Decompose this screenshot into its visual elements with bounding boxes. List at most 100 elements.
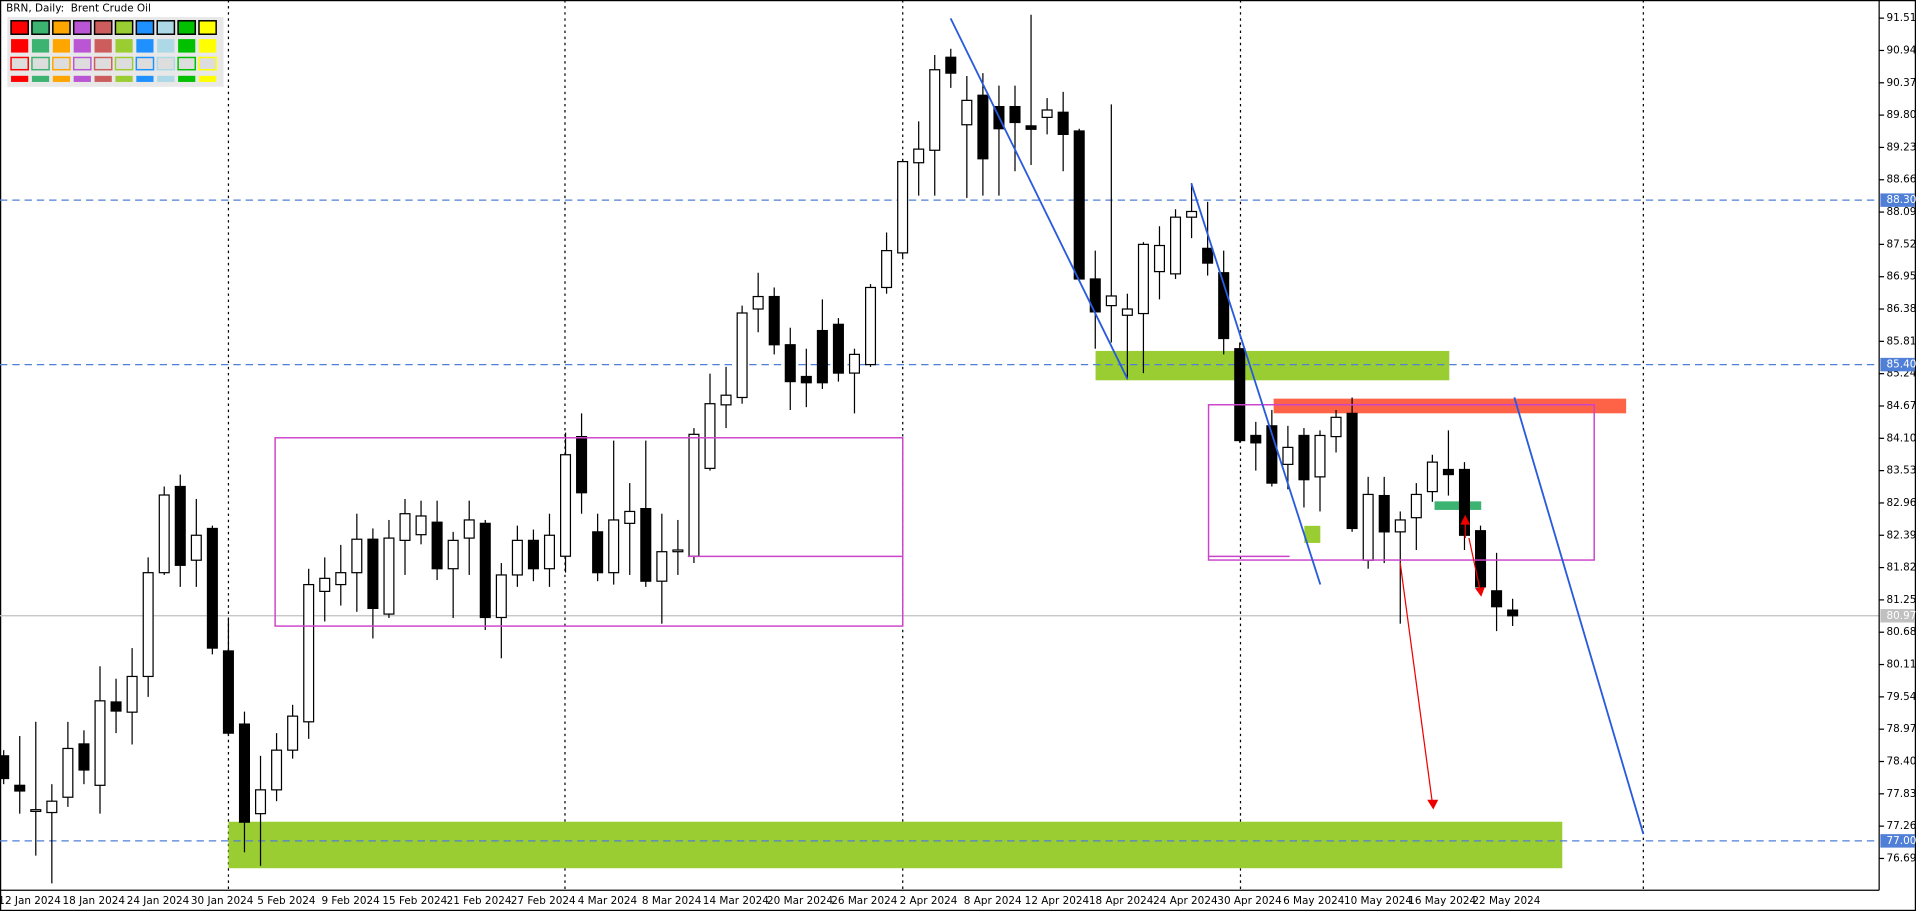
x-tick-label: 12 Jan 2024 [0, 895, 61, 907]
arrowhead [1427, 799, 1439, 810]
y-tick-label: 79.54 [1887, 691, 1916, 703]
zone [1304, 525, 1321, 543]
candle-body [431, 521, 443, 570]
candle-body [463, 519, 475, 539]
candle-body [383, 537, 395, 615]
level-label: 85.40 [1887, 359, 1916, 371]
y-tick-label: 89.23 [1887, 141, 1916, 153]
y-tick-label: 85.24 [1887, 368, 1916, 380]
candle-body [126, 675, 138, 713]
candle-body [14, 784, 26, 792]
candle-body [527, 539, 539, 570]
y-tick-label: 86.95 [1887, 271, 1916, 283]
period-separators [227, 0, 1644, 891]
candle-body [881, 250, 893, 289]
candle-body [271, 749, 283, 791]
candle-body [1394, 519, 1406, 533]
level-label: 88.30 [1887, 194, 1916, 206]
x-tick-label: 8 Apr 2024 [964, 895, 1022, 907]
candle-body [848, 353, 861, 374]
swatch [157, 75, 175, 82]
level-tag [1880, 834, 1915, 848]
candle-body [479, 522, 491, 619]
candle-body [1137, 243, 1149, 315]
swatch [135, 56, 155, 71]
chart-title: BRN, Daily: Brent Crude Oil [6, 3, 151, 15]
x-tick-label: 18 Apr 2024 [1089, 895, 1154, 907]
current-price-tag [1880, 609, 1915, 623]
zone [1095, 350, 1450, 381]
candle-body [865, 286, 877, 366]
swatch [52, 39, 71, 53]
candle-body [1378, 494, 1390, 533]
y-tick-label: 81.25 [1887, 594, 1916, 606]
swatch [114, 20, 134, 35]
candle-body [1314, 434, 1326, 478]
candle-body [913, 148, 925, 164]
x-tick-label: 14 Mar 2024 [703, 895, 769, 907]
candle-body [1105, 295, 1117, 307]
y-tick-label: 78.97 [1887, 723, 1916, 735]
candle-body [1330, 416, 1342, 438]
candle-body [303, 583, 315, 723]
y-tick-label: 90.37 [1887, 77, 1916, 89]
candle-body [1153, 244, 1166, 273]
candle-body [688, 433, 700, 557]
candle-body [1475, 530, 1487, 588]
swatch [52, 75, 71, 82]
x-tick-label: 24 Apr 2024 [1153, 895, 1218, 907]
x-tick-label: 27 Feb 2024 [511, 895, 576, 907]
x-tick-label: 24 Jan 2024 [127, 895, 190, 907]
arrowhead [1475, 586, 1485, 597]
candle-body [335, 572, 347, 586]
level-tag [1880, 193, 1915, 207]
candle-body [1170, 216, 1182, 275]
candle-body [1282, 446, 1294, 465]
color-palette [7, 17, 224, 87]
candle-body [1346, 412, 1358, 530]
x-tick-label: 4 Mar 2024 [578, 895, 638, 907]
swatch [157, 39, 175, 53]
swatch [11, 39, 29, 53]
x-tick-label: 30 Apr 2024 [1217, 895, 1282, 907]
candle-body [945, 56, 957, 74]
y-tick-label: 82.96 [1887, 497, 1916, 509]
candle-body [367, 538, 379, 610]
candle-body [0, 755, 10, 780]
swatch [94, 75, 112, 82]
swatch [198, 20, 217, 35]
y-axis: 91.51 90.94 90.37 89.80 89.23 88.66 88.09 87.52… [1879, 12, 1916, 864]
y-tick-label: 91.51 [1887, 12, 1916, 24]
swatch [10, 20, 29, 35]
x-tick-label: 5 Feb 2024 [257, 895, 316, 907]
candle-body [672, 549, 684, 553]
trend-line [949, 17, 1129, 380]
candle-body [576, 435, 588, 494]
candle-body [752, 295, 764, 310]
candle-body [1009, 105, 1021, 124]
candles [0, 14, 1519, 884]
y-tick-label: 88.09 [1887, 206, 1916, 218]
candle-body [592, 531, 604, 574]
y-tick-label: 81.82 [1887, 562, 1916, 574]
swatch [115, 39, 133, 53]
y-tick-label: 83.53 [1887, 465, 1916, 477]
x-tick-label: 15 Feb 2024 [382, 895, 447, 907]
swatch [52, 56, 71, 71]
swatch [52, 20, 71, 35]
x-tick-label: 12 Apr 2024 [1025, 895, 1090, 907]
candle-body [206, 527, 218, 649]
y-tick-label: 84.10 [1887, 432, 1916, 444]
candle-body [816, 329, 828, 384]
candle-body [447, 539, 459, 570]
drawings-front [274, 17, 1645, 835]
candle-body [543, 534, 556, 570]
x-tick-label: 8 Mar 2024 [642, 895, 702, 907]
y-tick-label: 77.26 [1887, 820, 1916, 832]
candle-body [1234, 348, 1246, 442]
candle-body [190, 534, 202, 561]
candle-body [158, 494, 170, 574]
candle-body [832, 323, 844, 374]
